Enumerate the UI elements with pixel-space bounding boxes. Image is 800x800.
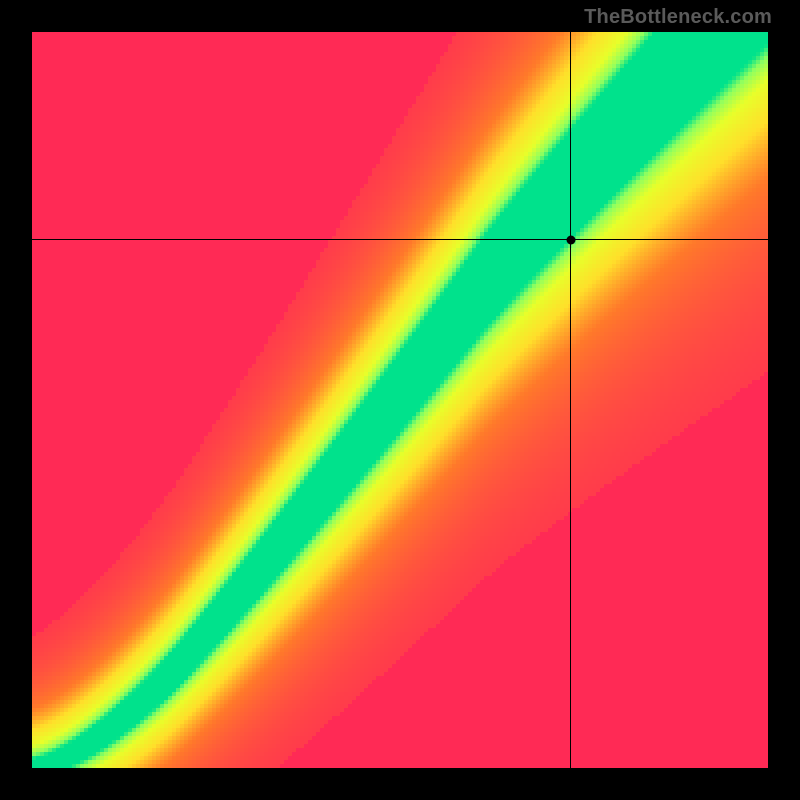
- crosshair-horizontal-line: [32, 239, 768, 240]
- watermark-text: TheBottleneck.com: [584, 6, 772, 29]
- heatmap-canvas: [32, 32, 768, 768]
- crosshair-vertical-line: [570, 32, 571, 768]
- heatmap-plot: [32, 32, 768, 768]
- crosshair-point: [566, 235, 575, 244]
